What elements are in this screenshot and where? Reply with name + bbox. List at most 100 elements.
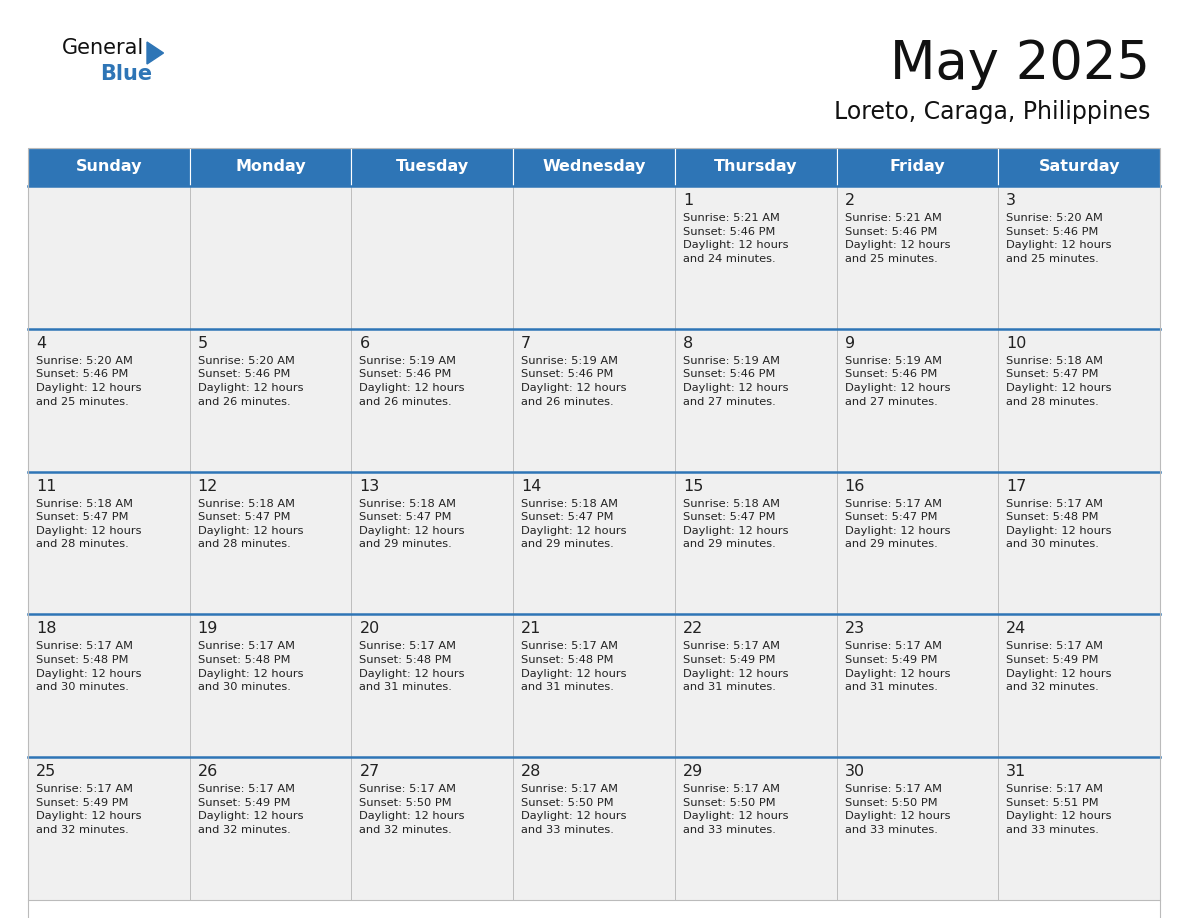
Text: Sunrise: 5:21 AM
Sunset: 5:46 PM
Daylight: 12 hours
and 25 minutes.: Sunrise: 5:21 AM Sunset: 5:46 PM Dayligh… xyxy=(845,213,950,263)
Text: 31: 31 xyxy=(1006,764,1026,779)
Bar xyxy=(513,329,675,472)
Text: Sunrise: 5:17 AM
Sunset: 5:49 PM
Daylight: 12 hours
and 31 minutes.: Sunrise: 5:17 AM Sunset: 5:49 PM Dayligh… xyxy=(845,642,950,692)
Text: Sunrise: 5:20 AM
Sunset: 5:46 PM
Daylight: 12 hours
and 25 minutes.: Sunrise: 5:20 AM Sunset: 5:46 PM Dayligh… xyxy=(36,356,141,407)
Polygon shape xyxy=(147,42,164,64)
Text: 4: 4 xyxy=(36,336,46,351)
Bar xyxy=(29,614,190,757)
Bar xyxy=(190,329,352,472)
Text: Blue: Blue xyxy=(100,64,152,84)
Bar xyxy=(352,329,513,472)
Text: Sunrise: 5:20 AM
Sunset: 5:46 PM
Daylight: 12 hours
and 25 minutes.: Sunrise: 5:20 AM Sunset: 5:46 PM Dayligh… xyxy=(1006,213,1112,263)
Text: 26: 26 xyxy=(197,764,217,779)
Bar xyxy=(29,472,190,614)
Bar xyxy=(836,148,998,186)
Text: 9: 9 xyxy=(845,336,854,351)
Bar xyxy=(513,472,675,614)
Text: Sunrise: 5:17 AM
Sunset: 5:48 PM
Daylight: 12 hours
and 31 minutes.: Sunrise: 5:17 AM Sunset: 5:48 PM Dayligh… xyxy=(522,642,626,692)
Text: 6: 6 xyxy=(360,336,369,351)
Text: 10: 10 xyxy=(1006,336,1026,351)
Text: 23: 23 xyxy=(845,621,865,636)
Text: Sunrise: 5:17 AM
Sunset: 5:49 PM
Daylight: 12 hours
and 32 minutes.: Sunrise: 5:17 AM Sunset: 5:49 PM Dayligh… xyxy=(197,784,303,835)
Text: Sunrise: 5:18 AM
Sunset: 5:47 PM
Daylight: 12 hours
and 29 minutes.: Sunrise: 5:18 AM Sunset: 5:47 PM Dayligh… xyxy=(522,498,626,549)
Text: Thursday: Thursday xyxy=(714,160,797,174)
Text: Sunrise: 5:17 AM
Sunset: 5:47 PM
Daylight: 12 hours
and 29 minutes.: Sunrise: 5:17 AM Sunset: 5:47 PM Dayligh… xyxy=(845,498,950,549)
Bar xyxy=(352,472,513,614)
Bar xyxy=(836,329,998,472)
Text: Sunrise: 5:17 AM
Sunset: 5:48 PM
Daylight: 12 hours
and 30 minutes.: Sunrise: 5:17 AM Sunset: 5:48 PM Dayligh… xyxy=(1006,498,1112,549)
Text: 8: 8 xyxy=(683,336,693,351)
Bar xyxy=(675,186,836,329)
Bar xyxy=(998,148,1159,186)
Text: Sunrise: 5:18 AM
Sunset: 5:47 PM
Daylight: 12 hours
and 28 minutes.: Sunrise: 5:18 AM Sunset: 5:47 PM Dayligh… xyxy=(36,498,141,549)
Text: 14: 14 xyxy=(522,478,542,494)
Bar xyxy=(190,186,352,329)
Text: Sunday: Sunday xyxy=(76,160,143,174)
Text: General: General xyxy=(62,38,144,58)
Text: Wednesday: Wednesday xyxy=(542,160,646,174)
Text: Sunrise: 5:17 AM
Sunset: 5:48 PM
Daylight: 12 hours
and 31 minutes.: Sunrise: 5:17 AM Sunset: 5:48 PM Dayligh… xyxy=(360,642,465,692)
Text: 17: 17 xyxy=(1006,478,1026,494)
Text: 22: 22 xyxy=(683,621,703,636)
Bar xyxy=(513,614,675,757)
Bar xyxy=(675,757,836,900)
Text: Sunrise: 5:18 AM
Sunset: 5:47 PM
Daylight: 12 hours
and 28 minutes.: Sunrise: 5:18 AM Sunset: 5:47 PM Dayligh… xyxy=(1006,356,1112,407)
Text: Saturday: Saturday xyxy=(1038,160,1120,174)
Text: 5: 5 xyxy=(197,336,208,351)
Bar xyxy=(190,148,352,186)
Bar xyxy=(352,148,513,186)
Bar xyxy=(352,614,513,757)
Text: 28: 28 xyxy=(522,764,542,779)
Bar xyxy=(675,329,836,472)
Text: Sunrise: 5:21 AM
Sunset: 5:46 PM
Daylight: 12 hours
and 24 minutes.: Sunrise: 5:21 AM Sunset: 5:46 PM Dayligh… xyxy=(683,213,789,263)
Text: 24: 24 xyxy=(1006,621,1026,636)
Text: 19: 19 xyxy=(197,621,219,636)
Text: 1: 1 xyxy=(683,193,693,208)
Bar xyxy=(190,757,352,900)
Text: Sunrise: 5:17 AM
Sunset: 5:49 PM
Daylight: 12 hours
and 32 minutes.: Sunrise: 5:17 AM Sunset: 5:49 PM Dayligh… xyxy=(36,784,141,835)
Text: 15: 15 xyxy=(683,478,703,494)
Bar xyxy=(29,148,1159,918)
Text: Sunrise: 5:17 AM
Sunset: 5:51 PM
Daylight: 12 hours
and 33 minutes.: Sunrise: 5:17 AM Sunset: 5:51 PM Dayligh… xyxy=(1006,784,1112,835)
Bar xyxy=(836,186,998,329)
Text: Sunrise: 5:18 AM
Sunset: 5:47 PM
Daylight: 12 hours
and 29 minutes.: Sunrise: 5:18 AM Sunset: 5:47 PM Dayligh… xyxy=(683,498,789,549)
Text: 13: 13 xyxy=(360,478,380,494)
Bar xyxy=(836,614,998,757)
Bar xyxy=(29,148,190,186)
Text: 16: 16 xyxy=(845,478,865,494)
Bar xyxy=(29,329,190,472)
Text: Sunrise: 5:17 AM
Sunset: 5:49 PM
Daylight: 12 hours
and 31 minutes.: Sunrise: 5:17 AM Sunset: 5:49 PM Dayligh… xyxy=(683,642,789,692)
Bar xyxy=(513,757,675,900)
Text: Sunrise: 5:18 AM
Sunset: 5:47 PM
Daylight: 12 hours
and 29 minutes.: Sunrise: 5:18 AM Sunset: 5:47 PM Dayligh… xyxy=(360,498,465,549)
Text: Sunrise: 5:20 AM
Sunset: 5:46 PM
Daylight: 12 hours
and 26 minutes.: Sunrise: 5:20 AM Sunset: 5:46 PM Dayligh… xyxy=(197,356,303,407)
Bar xyxy=(190,614,352,757)
Text: 3: 3 xyxy=(1006,193,1016,208)
Text: Sunrise: 5:17 AM
Sunset: 5:49 PM
Daylight: 12 hours
and 32 minutes.: Sunrise: 5:17 AM Sunset: 5:49 PM Dayligh… xyxy=(1006,642,1112,692)
Bar xyxy=(675,614,836,757)
Text: Sunrise: 5:19 AM
Sunset: 5:46 PM
Daylight: 12 hours
and 27 minutes.: Sunrise: 5:19 AM Sunset: 5:46 PM Dayligh… xyxy=(683,356,789,407)
Text: 27: 27 xyxy=(360,764,380,779)
Text: Sunrise: 5:17 AM
Sunset: 5:50 PM
Daylight: 12 hours
and 33 minutes.: Sunrise: 5:17 AM Sunset: 5:50 PM Dayligh… xyxy=(845,784,950,835)
Text: 25: 25 xyxy=(36,764,56,779)
Bar xyxy=(998,186,1159,329)
Bar xyxy=(998,329,1159,472)
Text: Sunrise: 5:19 AM
Sunset: 5:46 PM
Daylight: 12 hours
and 26 minutes.: Sunrise: 5:19 AM Sunset: 5:46 PM Dayligh… xyxy=(522,356,626,407)
Text: 21: 21 xyxy=(522,621,542,636)
Bar xyxy=(29,757,190,900)
Bar xyxy=(836,757,998,900)
Text: Sunrise: 5:17 AM
Sunset: 5:48 PM
Daylight: 12 hours
and 30 minutes.: Sunrise: 5:17 AM Sunset: 5:48 PM Dayligh… xyxy=(197,642,303,692)
Text: Sunrise: 5:19 AM
Sunset: 5:46 PM
Daylight: 12 hours
and 27 minutes.: Sunrise: 5:19 AM Sunset: 5:46 PM Dayligh… xyxy=(845,356,950,407)
Text: Friday: Friday xyxy=(890,160,946,174)
Text: May 2025: May 2025 xyxy=(890,38,1150,90)
Bar xyxy=(836,472,998,614)
Text: 30: 30 xyxy=(845,764,865,779)
Text: Sunrise: 5:17 AM
Sunset: 5:50 PM
Daylight: 12 hours
and 32 minutes.: Sunrise: 5:17 AM Sunset: 5:50 PM Dayligh… xyxy=(360,784,465,835)
Bar xyxy=(675,472,836,614)
Bar xyxy=(675,148,836,186)
Text: Sunrise: 5:18 AM
Sunset: 5:47 PM
Daylight: 12 hours
and 28 minutes.: Sunrise: 5:18 AM Sunset: 5:47 PM Dayligh… xyxy=(197,498,303,549)
Bar xyxy=(29,186,190,329)
Bar xyxy=(352,757,513,900)
Bar xyxy=(190,472,352,614)
Text: 29: 29 xyxy=(683,764,703,779)
Text: 20: 20 xyxy=(360,621,380,636)
Text: Sunrise: 5:17 AM
Sunset: 5:48 PM
Daylight: 12 hours
and 30 minutes.: Sunrise: 5:17 AM Sunset: 5:48 PM Dayligh… xyxy=(36,642,141,692)
